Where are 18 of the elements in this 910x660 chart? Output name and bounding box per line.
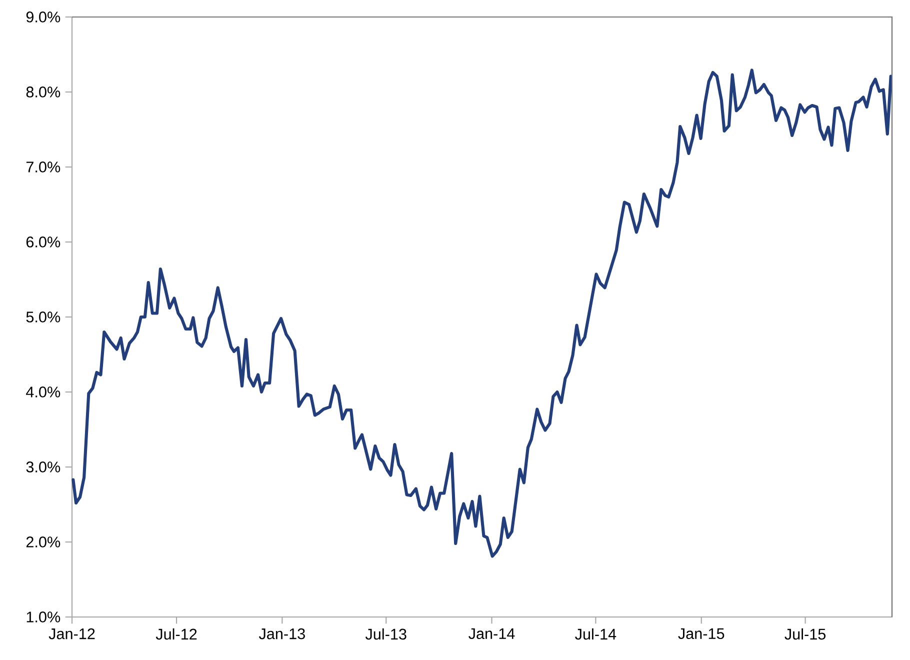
y-tick-label: 4.0%	[26, 386, 60, 398]
y-tick-label: 7.0%	[26, 162, 60, 172]
x-tick-label: Jul-12	[156, 628, 197, 640]
x-tick-label: Jan-14	[468, 628, 515, 640]
line-series	[72, 68, 892, 558]
x-tick-label: Jul-14	[575, 628, 616, 640]
x-tick-label: Jan-13	[258, 628, 305, 640]
y-tick-label: 8.0%	[26, 86, 60, 98]
x-tick-label: Jul-13	[365, 628, 406, 640]
y-tick-label: 1.0%	[26, 612, 60, 622]
y-tick-label: 2.0%	[26, 536, 60, 548]
y-tick-label: 3.0%	[26, 462, 60, 472]
x-tick-label: Jan-12	[48, 628, 95, 640]
y-tick-label: 5.0%	[26, 312, 60, 322]
x-tick-label: Jul-15	[784, 628, 826, 640]
y-tick-label: 9.0%	[26, 12, 60, 22]
y-tick-label: 6.0%	[26, 236, 60, 248]
x-tick-label: Jan-15	[678, 628, 724, 640]
